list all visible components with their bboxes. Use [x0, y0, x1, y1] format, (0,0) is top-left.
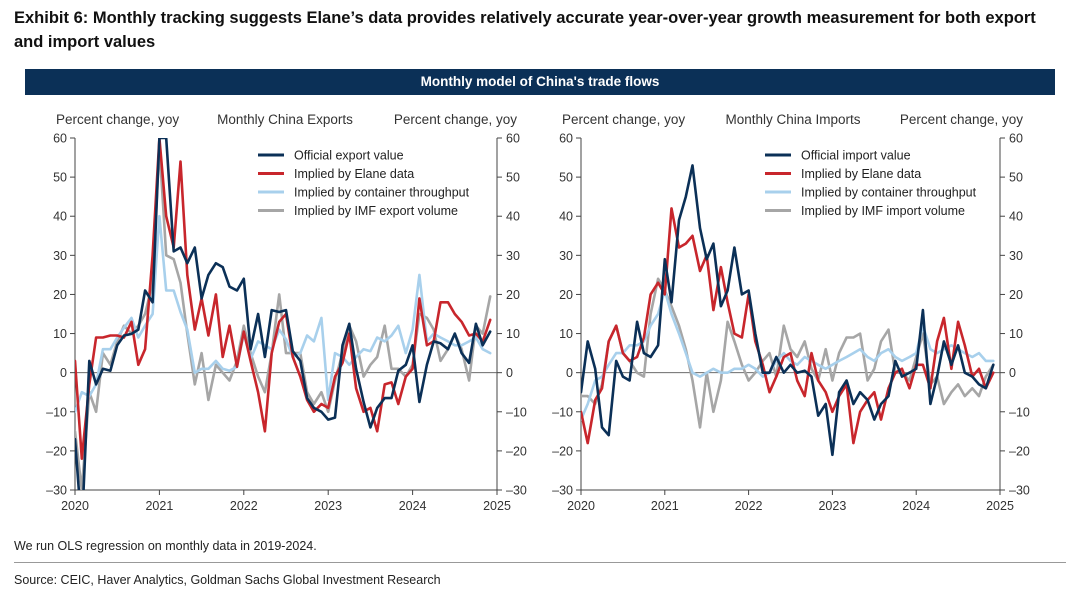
y-tick-label-right: 20: [506, 288, 520, 302]
x-tick-label: 2024: [399, 499, 427, 513]
series-line: [75, 138, 492, 490]
y-tick-label-right: 0: [506, 366, 513, 380]
x-tick-label: 2021: [145, 499, 173, 513]
series-line: [75, 138, 492, 461]
legend-entry: Implied by Elane data: [294, 167, 414, 181]
series-line: [581, 207, 995, 445]
x-tick-label: 2023: [818, 499, 846, 513]
legend-entry: Implied by IMF export volume: [294, 204, 458, 218]
y-tick-label-left: –10: [46, 405, 67, 419]
x-tick-label: 2020: [61, 499, 89, 513]
divider: [14, 562, 1066, 563]
y-tick-label-right: –20: [1009, 444, 1030, 458]
legend-entry: Implied by container throughput: [801, 186, 977, 200]
x-tick-label: 2023: [314, 499, 342, 513]
y-tick-label-right: 60: [506, 132, 520, 146]
y-tick-label-right: –30: [506, 484, 527, 498]
series-line: [75, 214, 492, 414]
y-tick-label-left: –10: [552, 405, 573, 419]
legend-entry: Official import value: [801, 149, 911, 163]
y-tick-label-right: 30: [1009, 249, 1023, 263]
y-tick-label-left: 50: [53, 171, 67, 185]
y-axis-label-left: Percent change, yoy: [562, 112, 685, 127]
x-tick-label: 2024: [902, 499, 930, 513]
y-tick-label-right: 0: [1009, 366, 1016, 380]
source-line: Source: CEIC, Haver Analytics, Goldman S…: [14, 573, 441, 587]
y-tick-label-right: 10: [1009, 327, 1023, 341]
y-tick-label-right: 10: [506, 327, 520, 341]
panel-title: Monthly China Exports: [217, 112, 353, 127]
y-axis-label-right: Percent change, yoy: [394, 112, 517, 127]
legend-entry: Implied by container throughput: [294, 186, 470, 200]
y-axis-label-right: Percent change, yoy: [900, 112, 1023, 127]
y-tick-label-right: –20: [506, 444, 527, 458]
panel-title: Monthly China Imports: [725, 112, 860, 127]
y-tick-label-left: 60: [53, 132, 67, 146]
y-tick-label-right: 20: [1009, 288, 1023, 302]
x-tick-label: 2025: [986, 499, 1014, 513]
series-lines: [75, 138, 492, 490]
y-tick-label-left: 20: [559, 288, 573, 302]
y-tick-label-left: 0: [566, 366, 573, 380]
exhibit-title: Exhibit 6: Monthly tracking suggests Ela…: [14, 9, 1036, 51]
y-axis-label-left: Percent change, yoy: [56, 112, 179, 127]
exports-panel: Percent change, yoy Monthly China Exports…: [46, 112, 527, 513]
legend-entry: Official export value: [294, 149, 404, 163]
chart-banner: Monthly model of China's trade flows: [25, 69, 1055, 95]
y-tick-label-left: 50: [559, 171, 573, 185]
y-tick-label-right: 40: [1009, 210, 1023, 224]
trade-flows-chart: Percent change, yoy Monthly China Exports…: [46, 112, 1030, 513]
x-tick-label: 2021: [651, 499, 679, 513]
y-tick-label-right: 30: [506, 249, 520, 263]
methodology-note: We run OLS regression on monthly data in…: [14, 539, 317, 553]
y-tick-label-right: 50: [506, 171, 520, 185]
y-tick-label-left: 0: [60, 366, 67, 380]
y-tick-label-right: 60: [1009, 132, 1023, 146]
y-tick-label-right: 40: [506, 210, 520, 224]
y-tick-label-left: 30: [559, 249, 573, 263]
legend-entry: Implied by Elane data: [801, 167, 921, 181]
y-tick-label-left: 40: [53, 210, 67, 224]
y-tick-label-right: 50: [1009, 171, 1023, 185]
y-tick-label-left: 10: [53, 327, 67, 341]
x-tick-label: 2022: [735, 499, 763, 513]
y-tick-label-left: –20: [46, 444, 67, 458]
y-tick-label-left: –30: [46, 484, 67, 498]
series-line: [75, 144, 492, 490]
series-line: [581, 164, 995, 457]
x-tick-label: 2025: [483, 499, 511, 513]
y-tick-label-left: –20: [552, 444, 573, 458]
x-tick-label: 2022: [230, 499, 258, 513]
y-tick-label-left: 30: [53, 249, 67, 263]
series-lines: [581, 164, 995, 457]
y-tick-label-left: 20: [53, 288, 67, 302]
y-tick-label-right: –30: [1009, 484, 1030, 498]
y-tick-label-right: –10: [506, 405, 527, 419]
y-tick-label-left: 10: [559, 327, 573, 341]
y-tick-label-left: –30: [552, 484, 573, 498]
imports-panel: Percent change, yoy Monthly China Imports…: [552, 112, 1030, 513]
y-tick-label-left: 60: [559, 132, 573, 146]
legend-entry: Implied by IMF import volume: [801, 204, 965, 218]
y-tick-label-left: 40: [559, 210, 573, 224]
x-tick-label: 2020: [567, 499, 595, 513]
y-tick-label-right: –10: [1009, 405, 1030, 419]
